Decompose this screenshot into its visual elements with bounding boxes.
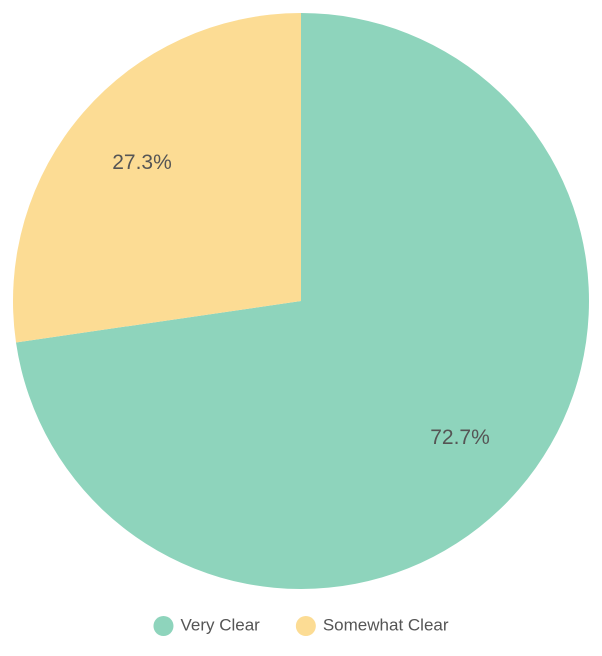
legend-label: Very Clear [180, 615, 260, 634]
pie-slice [16, 13, 590, 589]
slice-label: 27.3% [112, 151, 172, 174]
slice-label: 72.7% [430, 426, 490, 449]
legend-label: Somewhat Clear [323, 615, 449, 634]
legend-marker [153, 616, 174, 636]
pie-slice [12, 13, 301, 343]
legend-marker [295, 616, 316, 636]
